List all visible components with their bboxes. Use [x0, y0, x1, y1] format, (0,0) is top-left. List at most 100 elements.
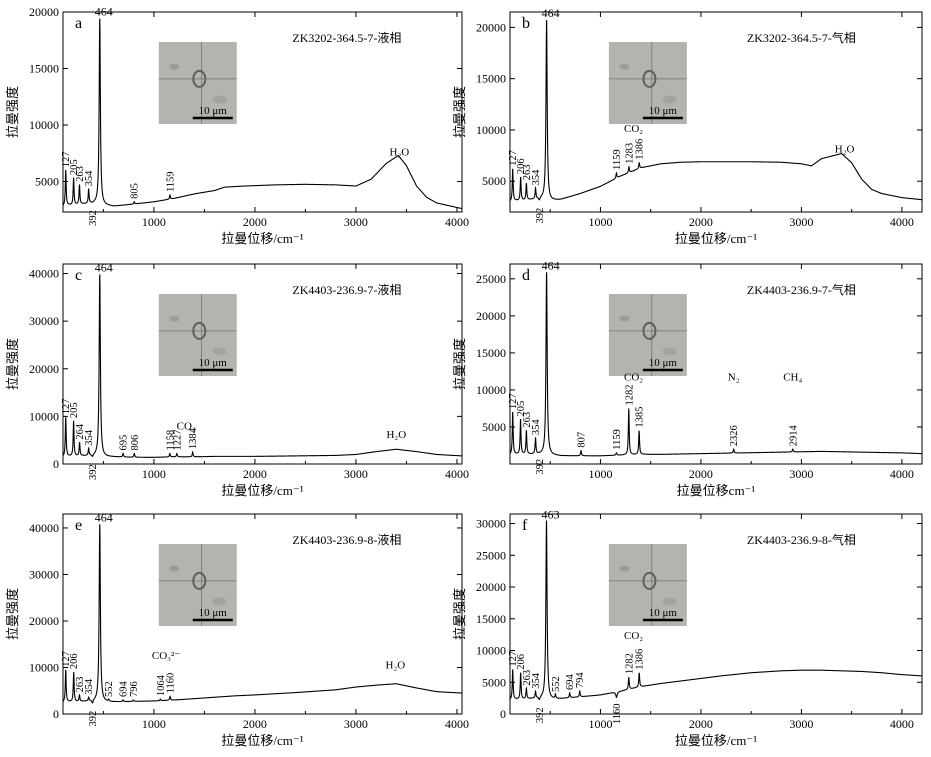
species-label: CO₂ — [624, 123, 643, 135]
x-axis: 1000 2000 3000 4000 — [549, 264, 914, 481]
scale-bar-label: 10 μm — [649, 607, 678, 619]
inclusion-spot — [662, 95, 677, 104]
x-tick-label: 2000 — [689, 717, 713, 731]
peak-label: 127 — [61, 399, 72, 415]
x-axis: 1000 2000 3000 4000 — [102, 264, 469, 481]
panel-c: 1000 2000 3000 4000 拉曼位移/cm⁻¹ 0 10000 20000 3000… — [5, 261, 469, 498]
y-axis-label: 拉曼强度 — [5, 338, 20, 390]
micrograph-background — [158, 544, 237, 626]
peak-label: 695 — [119, 435, 130, 451]
plot-frame — [62, 263, 463, 465]
inclusion-spot — [169, 63, 180, 70]
peak-label: 463 — [541, 507, 559, 521]
peak-label: 263 — [75, 166, 86, 182]
peak-label: 694 — [565, 674, 576, 691]
panel-label: c — [75, 267, 82, 284]
y-axis-label: 拉曼强度 — [5, 588, 20, 640]
peak-label: 392 — [88, 711, 99, 727]
panel-label: d — [522, 267, 530, 284]
species-label: CO₂ — [624, 630, 643, 642]
peak-label: 263 — [522, 670, 533, 686]
inclusion-bubble — [192, 321, 207, 340]
y-tick-label: 0 — [53, 457, 59, 471]
y-tick-label: 20000 — [29, 614, 59, 628]
peak-label: 464 — [542, 258, 560, 272]
plot-frame — [509, 513, 923, 715]
scale-bar-label: 10 μm — [649, 105, 678, 117]
inclusion-bubble — [642, 69, 657, 88]
peak-label: 354 — [84, 678, 95, 695]
micrograph-inset: 10 μm — [608, 42, 687, 124]
x-tick-label: 3000 — [789, 717, 813, 731]
x-tick-label: 1000 — [142, 467, 166, 481]
peak-label: 1159 — [612, 149, 623, 170]
peak-label: 206 — [516, 158, 527, 174]
peak-label: 354 — [531, 419, 542, 436]
micrograph-background — [158, 42, 237, 124]
peak-label: 127 — [61, 651, 72, 667]
x-tick-label: 4000 — [890, 717, 914, 731]
sample-name: ZK4403-236.9-7-气相 — [747, 282, 856, 297]
inclusion-spot — [619, 63, 630, 70]
y-axis-label: 拉曼强度 — [452, 338, 467, 390]
y-tick-label: 40000 — [29, 267, 59, 281]
species-label: H₂O — [835, 144, 855, 156]
y-axis: 5000 10000 15000 20000 25000 — [476, 272, 922, 434]
spectrum-line — [62, 18, 463, 210]
peak-label: 1283 — [624, 143, 635, 164]
peak-label: 2914 — [788, 424, 799, 446]
panel-b: 1000 2000 3000 4000 拉曼位移/cm⁻¹ 5000 10000 15000 2… — [452, 6, 923, 246]
species-label: CH₄ — [783, 371, 802, 383]
species-label: H₂O — [385, 659, 405, 671]
y-tick-label: 10000 — [476, 383, 506, 397]
panel-d: 1000 2000 3000 4000 拉曼位移cm⁻¹ 5000 10000 15000 20… — [452, 258, 923, 498]
micrograph-background — [608, 544, 687, 626]
y-axis-label: 拉曼强度 — [452, 86, 467, 138]
x-tick-label: 4000 — [890, 215, 914, 229]
y-tick-label: 20000 — [476, 309, 506, 323]
x-axis-label: 拉曼位移/cm⁻¹ — [221, 483, 303, 498]
y-tick-label: 30000 — [476, 517, 506, 531]
x-tick-label: 1000 — [588, 215, 612, 229]
y-tick-label: 10000 — [29, 118, 59, 132]
plot-frame — [62, 11, 463, 213]
x-tick-label: 4000 — [445, 467, 469, 481]
y-tick-label: 5000 — [482, 174, 506, 188]
x-tick-label: 2000 — [243, 467, 267, 481]
micrograph-background — [608, 42, 687, 124]
peak-label: 796 — [129, 681, 140, 697]
scale-bar-label: 10 μm — [199, 607, 228, 619]
peak-label: 263 — [522, 412, 533, 428]
inclusion-bubble — [642, 321, 657, 340]
y-tick-label: 30000 — [29, 567, 59, 581]
sample-name: ZK4403-236.9-7-液相 — [292, 282, 401, 297]
panel-label: a — [75, 15, 82, 32]
y-tick-label: 10000 — [476, 644, 506, 658]
peak-label: 206 — [69, 653, 80, 669]
inclusion-spot — [662, 347, 677, 356]
peak-label: 205 — [69, 159, 80, 175]
y-tick-label: 20000 — [29, 362, 59, 376]
y-tick-label: 15000 — [476, 346, 506, 360]
sample-name: ZK4403-236.9-8-气相 — [747, 532, 856, 547]
peak-label: 354 — [531, 672, 542, 689]
panel-label: b — [522, 15, 530, 32]
inclusion-bubble — [192, 571, 207, 590]
panel-e: 1000 2000 3000 4000 拉曼位移/cm⁻¹ 0 10000 20000 3000… — [5, 510, 469, 748]
x-tick-label: 2000 — [689, 215, 713, 229]
y-axis: 0 5000 10000 15000 20000 25000 30000 — [476, 517, 922, 721]
peak-label: 1282 — [624, 653, 635, 674]
x-tick-label: 3000 — [344, 717, 368, 731]
y-tick-label: 20000 — [29, 5, 59, 19]
peak-label: 1386 — [635, 139, 646, 160]
peak-label: 127 — [508, 150, 519, 166]
panel-label: e — [75, 517, 82, 534]
peak-label: 805 — [130, 183, 141, 199]
y-tick-label: 20000 — [476, 20, 506, 34]
plot-frame — [62, 513, 463, 715]
x-axis: 1000 2000 3000 4000 — [549, 514, 914, 731]
y-tick-label: 5000 — [35, 174, 59, 188]
micrograph-inset: 10 μm — [608, 544, 687, 626]
peak-label: 205 — [516, 401, 527, 417]
peak-label: 1385 — [635, 407, 646, 428]
